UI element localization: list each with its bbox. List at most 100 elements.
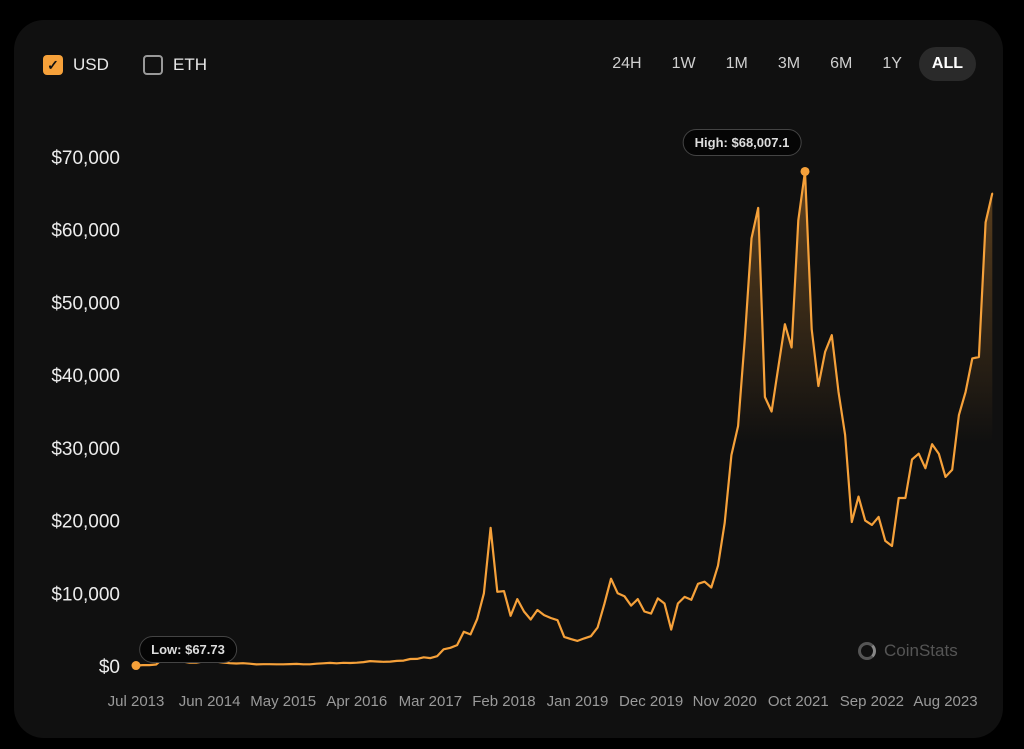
data-point [295, 663, 298, 665]
data-point [382, 661, 385, 663]
data-point [141, 664, 144, 666]
data-point [730, 454, 733, 456]
data-point [891, 545, 893, 547]
data-point [911, 458, 913, 461]
x-tick-label: Jan 2019 [547, 693, 609, 710]
data-point [623, 595, 626, 597]
data-point [469, 633, 472, 636]
x-tick-label: Feb 2018 [472, 693, 535, 710]
data-point [837, 391, 840, 393]
data-point [690, 599, 693, 601]
checkmark-icon: ✓ [43, 55, 63, 75]
data-point [322, 662, 325, 665]
data-point [743, 337, 746, 340]
data-point [784, 323, 786, 326]
data-point [904, 497, 907, 499]
data-point [416, 658, 418, 660]
data-point [924, 467, 927, 470]
data-point [978, 356, 980, 358]
data-point [242, 662, 244, 665]
range-6m[interactable]: 6M [830, 55, 853, 72]
data-point [830, 334, 833, 336]
range-all[interactable]: ALL [918, 47, 976, 81]
data-point [964, 391, 967, 393]
y-tick-label: $20,000 [51, 512, 120, 533]
data-point [302, 663, 305, 666]
data-point [255, 663, 258, 666]
x-tick-label: Jul 2013 [108, 693, 165, 710]
data-point [971, 357, 974, 360]
x-tick-label: Oct 2021 [768, 693, 829, 710]
data-point [583, 637, 586, 640]
data-point [938, 452, 940, 455]
data-point [543, 614, 545, 616]
eth-checkbox[interactable]: ETH [143, 55, 207, 75]
data-point [315, 662, 318, 665]
coinstats-logo-icon [858, 642, 876, 660]
data-point [643, 610, 646, 613]
data-point [503, 590, 505, 592]
data-point [616, 592, 619, 595]
data-point [944, 476, 947, 478]
data-point [657, 597, 659, 600]
data-point [677, 602, 679, 605]
data-point [289, 663, 291, 665]
data-point [717, 564, 719, 567]
data-point [636, 598, 639, 600]
data-point [523, 610, 525, 613]
data-point [402, 659, 405, 662]
data-point [703, 580, 706, 583]
range-3m[interactable]: 3M [777, 55, 801, 72]
data-point [951, 468, 953, 471]
area-fill [136, 171, 993, 666]
data-point [570, 638, 572, 640]
data-point [396, 660, 398, 662]
data-point [489, 527, 492, 529]
data-point [369, 660, 371, 662]
range-1w[interactable]: 1W [671, 55, 696, 72]
data-point [362, 661, 365, 663]
usd-checkbox[interactable]: ✓ USD [43, 55, 109, 75]
data-point [864, 519, 867, 522]
range-1y[interactable]: 1Y [882, 55, 902, 72]
data-point [683, 596, 686, 598]
data-point [456, 644, 458, 646]
y-tick-label: $70,000 [51, 148, 120, 169]
data-point [824, 351, 826, 353]
data-point [409, 658, 412, 660]
range-24h[interactable]: 24H [612, 55, 642, 72]
data-point [483, 592, 485, 595]
range-1m[interactable]: 1M [725, 55, 748, 72]
data-point [764, 396, 766, 398]
data-point [877, 516, 880, 518]
data-point [810, 328, 813, 331]
usd-label: USD [73, 55, 109, 74]
y-tick-label: $60,000 [51, 221, 120, 242]
x-tick-label: May 2015 [250, 693, 316, 710]
data-point [770, 410, 773, 413]
data-point [958, 414, 960, 416]
data-point [529, 618, 532, 621]
data-point [349, 662, 351, 664]
low-annotation: Low: $67.73 [139, 635, 237, 663]
y-tick-label: $40,000 [51, 366, 120, 387]
data-point [737, 425, 739, 427]
data-point [389, 660, 392, 663]
data-point [329, 662, 331, 664]
data-point [723, 521, 726, 524]
data-point [235, 662, 238, 665]
y-tick-label: $30,000 [51, 439, 120, 460]
data-point [777, 367, 780, 369]
high-marker [800, 166, 810, 176]
data-point [275, 663, 278, 666]
data-point [355, 661, 358, 664]
data-point [750, 237, 753, 240]
data-point [897, 497, 900, 499]
coinstats-watermark: CoinStats [858, 641, 958, 661]
data-point [335, 662, 338, 665]
data-point [590, 635, 592, 637]
data-point [844, 433, 846, 436]
data-point [650, 612, 652, 615]
high-annotation: High: $68,007.1 [682, 129, 802, 157]
data-point [984, 221, 987, 224]
